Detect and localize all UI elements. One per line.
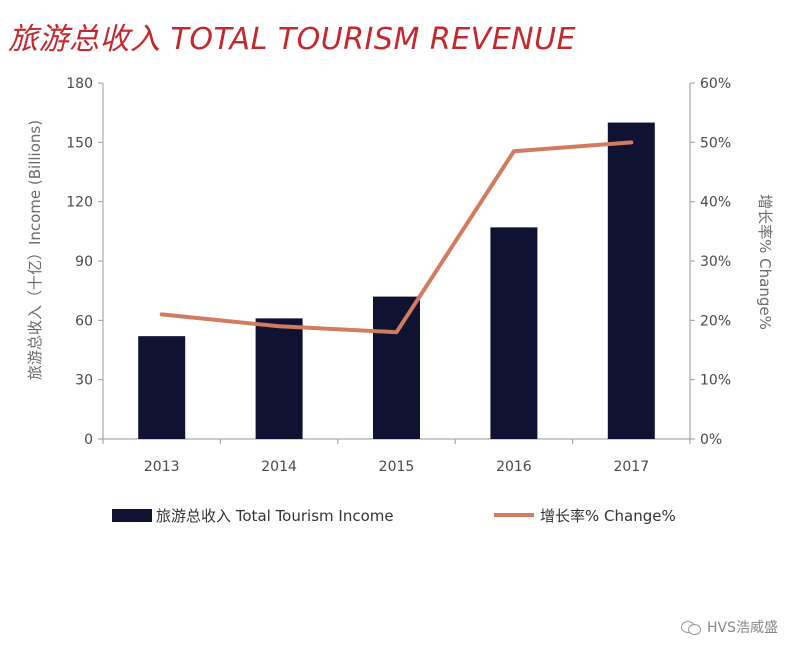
right-tick-label: 20% (700, 313, 731, 329)
right-tick-label: 50% (700, 135, 731, 151)
right-axis-ticks: 0% 10% 20% 30% 40% 50% 60% (690, 76, 731, 448)
x-tick-label: 2016 (496, 459, 532, 475)
legend-swatch-bar (112, 509, 152, 522)
x-tick-label: 2015 (379, 459, 415, 475)
legend: 旅游总收入 Total Tourism Income 增长率% Change% (112, 507, 676, 525)
left-tick-label: 180 (66, 76, 93, 92)
right-tick-label: 30% (700, 254, 731, 270)
left-tick-label: 30 (75, 373, 93, 389)
left-tick-label: 120 (66, 195, 93, 211)
chart-title: 旅游总收入 TOTAL TOURISM REVENUE (8, 22, 577, 57)
right-tick-label: 60% (700, 76, 731, 92)
right-tick-label: 0% (700, 432, 722, 448)
bar (490, 227, 538, 439)
bar-series (138, 122, 655, 440)
bar (138, 336, 186, 439)
left-tick-label: 150 (66, 135, 93, 151)
x-tick-label: 2013 (144, 459, 180, 475)
left-tick-label: 60 (75, 313, 93, 329)
left-axis-ticks: 0 30 60 90 120 150 180 (66, 76, 103, 448)
legend-label-line: 增长率% Change% (540, 507, 676, 525)
bar (373, 296, 420, 439)
watermark: HVS浩威盛 (681, 617, 778, 637)
right-tick-label: 40% (700, 195, 731, 211)
y-axis-label: 旅游总收入（十亿）Income (Billions) (26, 120, 44, 380)
x-axis-ticks: 2013 2014 2015 2016 2017 (102, 439, 691, 475)
y2-axis-label: 增长率% Change% (756, 194, 774, 330)
wechat-icon (681, 619, 701, 635)
line-series (159, 140, 634, 335)
watermark-text: HVS浩威盛 (707, 620, 778, 636)
right-tick-label: 10% (700, 373, 731, 389)
bar (607, 122, 655, 440)
x-tick-label: 2014 (261, 459, 297, 475)
bar (255, 318, 303, 439)
left-tick-label: 90 (75, 254, 93, 270)
legend-label-bar: 旅游总收入 Total Tourism Income (156, 507, 394, 525)
left-tick-label: 0 (84, 432, 93, 448)
x-tick-label: 2017 (613, 459, 649, 475)
